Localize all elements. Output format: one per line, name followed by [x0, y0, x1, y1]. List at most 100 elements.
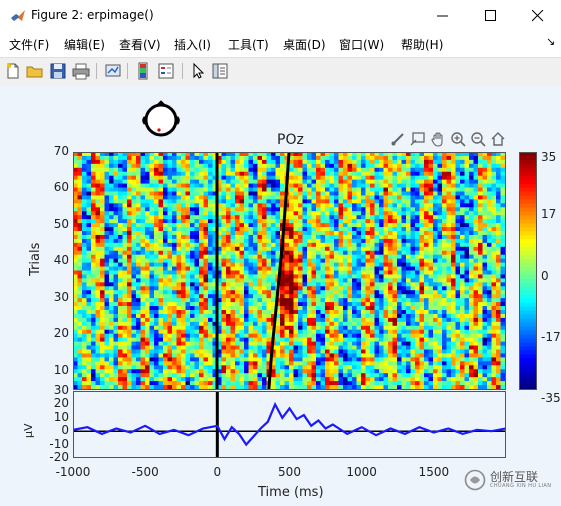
- heatmap-cell: [217, 298, 223, 303]
- maximize-button[interactable]: [468, 0, 514, 32]
- heatmap-cell: [239, 242, 245, 248]
- menu-help[interactable]: 帮助(H): [401, 38, 444, 52]
- heatmap-cell: [424, 155, 430, 161]
- heatmap-cell: [149, 286, 155, 291]
- heatmap-cell: [347, 195, 353, 200]
- menu-window[interactable]: 窗口(W): [339, 38, 385, 52]
- heatmap-cell: [266, 242, 272, 248]
- heatmap-cell: [437, 152, 443, 157]
- heatmap-cell: [118, 175, 124, 181]
- heatmap-cell: [149, 321, 155, 327]
- heatmap-cell: [334, 345, 340, 351]
- heatmap-cell: [194, 278, 200, 283]
- insert-colorbar-icon[interactable]: [134, 62, 152, 80]
- figure-canvas[interactable]: POz Trials μV Time (ms): [0, 86, 561, 506]
- edit-plot-arrow-icon[interactable]: [189, 62, 207, 80]
- heatmap-cell: [343, 349, 349, 355]
- heatmap-cell: [374, 183, 380, 189]
- toolbar-separator: [96, 63, 97, 79]
- brush-icon[interactable]: [390, 131, 406, 147]
- heatmap-cell: [374, 234, 380, 240]
- heatmap-cell: [496, 329, 502, 335]
- heatmap-cell: [77, 329, 83, 335]
- menu-tools[interactable]: 工具(T): [228, 38, 269, 52]
- insert-legend-icon[interactable]: [157, 62, 175, 80]
- open-file-icon[interactable]: [26, 62, 44, 80]
- heatmap-cell: [374, 302, 380, 307]
- heatmap-cell: [406, 254, 412, 260]
- heatmap-cell: [140, 274, 146, 279]
- heatmap-cell: [100, 325, 106, 331]
- heatmap-cell: [266, 231, 272, 236]
- heatmap-cell: [464, 234, 470, 240]
- menu-insert[interactable]: 插入(I): [174, 38, 211, 52]
- heatmap-cell: [302, 183, 308, 189]
- heatmap-cell: [253, 171, 259, 177]
- heatmap-cell: [104, 223, 110, 228]
- heatmap-cell: [77, 246, 83, 252]
- heatmap-cell: [469, 195, 475, 200]
- heatmap-cell: [154, 246, 160, 252]
- heatmap-cell: [95, 195, 101, 200]
- heatmap-cell: [257, 250, 263, 256]
- heatmap-cell: [460, 298, 466, 303]
- heatmap-cell: [388, 302, 394, 307]
- heatmap-cell: [334, 349, 340, 355]
- heatmap-cell: [280, 191, 286, 197]
- heatmap-cell: [271, 313, 277, 319]
- heatmap-cell: [352, 278, 358, 283]
- menu-file[interactable]: 文件(F): [9, 38, 50, 52]
- data-tips-icon[interactable]: [410, 131, 426, 147]
- heatmap-cell: [293, 223, 299, 228]
- menu-edit[interactable]: 编辑(E): [64, 38, 105, 52]
- heatmap-cell: [289, 282, 295, 287]
- heatmap-cell: [302, 306, 308, 311]
- heatmap-cell: [428, 270, 434, 276]
- heatmap-cell: [325, 250, 331, 256]
- heatmap-cell: [329, 163, 335, 169]
- heatmap-cell: [401, 163, 407, 169]
- heatmap-cell: [73, 155, 79, 161]
- heatmap-cell: [131, 341, 137, 347]
- minimize-button[interactable]: [420, 0, 466, 32]
- heatmap-cell: [109, 159, 115, 165]
- heatmap-cell: [145, 183, 151, 189]
- erp-image-heatmap[interactable]: [73, 152, 505, 389]
- heatmap-cell: [266, 349, 272, 355]
- heatmap-cell: [172, 171, 178, 177]
- heatmap-cell: [158, 306, 164, 311]
- menu-overflow-icon[interactable]: ↘: [546, 35, 556, 48]
- heatmap-cell: [95, 155, 101, 161]
- heatmap-cell: [239, 152, 245, 157]
- heatmap-cell: [356, 152, 362, 157]
- heatmap-cell: [185, 254, 191, 260]
- save-icon[interactable]: [49, 62, 67, 80]
- heatmap-cell: [118, 282, 124, 287]
- heatmap-cell: [401, 242, 407, 248]
- heatmap-cell: [154, 223, 160, 228]
- heatmap-cell: [352, 171, 358, 177]
- heatmap-cell: [437, 211, 443, 216]
- print-icon[interactable]: [72, 62, 90, 80]
- heatmap-cell: [433, 195, 439, 200]
- menu-desktop[interactable]: 桌面(D): [283, 38, 326, 52]
- heatmap-cell: [397, 187, 403, 193]
- zoom-out-icon[interactable]: [470, 131, 486, 147]
- restore-view-icon[interactable]: [490, 131, 506, 147]
- menu-view[interactable]: 查看(V): [119, 38, 161, 52]
- pan-icon[interactable]: [430, 131, 446, 147]
- heatmap-cell: [428, 310, 434, 315]
- heatmap-cell: [460, 234, 466, 240]
- heatmap-cell: [478, 282, 484, 287]
- heatmap-cell: [370, 274, 376, 279]
- heatmap-cell: [167, 175, 173, 181]
- close-button[interactable]: [515, 0, 561, 32]
- new-figure-icon[interactable]: [4, 62, 22, 80]
- link-plot-icon[interactable]: [104, 62, 122, 80]
- zoom-in-icon[interactable]: [450, 131, 466, 147]
- heatmap-cell: [235, 219, 241, 224]
- heatmap-cell: [275, 227, 281, 232]
- heatmap-cell: [455, 152, 461, 157]
- heatmap-cell: [424, 341, 430, 347]
- property-inspector-icon[interactable]: [211, 62, 229, 80]
